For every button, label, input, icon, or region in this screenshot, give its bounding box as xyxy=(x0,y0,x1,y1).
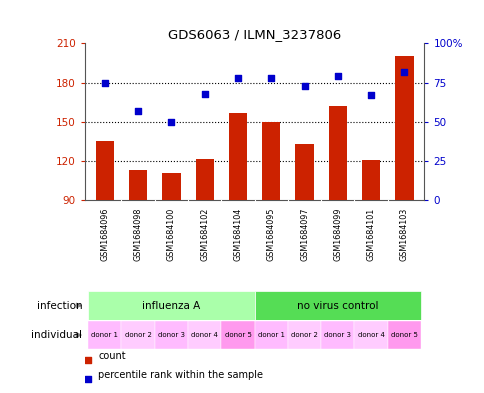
Point xyxy=(84,356,92,363)
Text: GSM1684101: GSM1684101 xyxy=(366,208,375,261)
Text: donor 3: donor 3 xyxy=(324,332,350,338)
Text: GSM1684098: GSM1684098 xyxy=(134,208,142,261)
Text: infection: infection xyxy=(37,301,82,310)
Text: count: count xyxy=(98,351,126,361)
Bar xyxy=(354,321,387,349)
Bar xyxy=(88,321,121,349)
Bar xyxy=(129,170,147,200)
Point xyxy=(366,92,374,98)
Point xyxy=(333,73,341,79)
Point xyxy=(134,108,142,114)
Bar xyxy=(328,106,346,200)
Text: donor 2: donor 2 xyxy=(290,332,318,338)
Bar xyxy=(228,113,247,200)
Text: GSM1684102: GSM1684102 xyxy=(200,208,209,261)
Text: donor 5: donor 5 xyxy=(390,332,417,338)
Text: donor 2: donor 2 xyxy=(124,332,151,338)
Bar xyxy=(162,173,180,200)
Bar xyxy=(394,56,413,200)
Text: donor 4: donor 4 xyxy=(357,332,384,338)
Bar xyxy=(295,144,313,200)
Point xyxy=(300,83,308,89)
Bar xyxy=(154,321,188,349)
Point xyxy=(101,79,108,86)
Bar xyxy=(261,122,280,200)
Point xyxy=(400,68,408,75)
Text: GSM1684100: GSM1684100 xyxy=(166,208,176,261)
Text: no virus control: no virus control xyxy=(297,301,378,310)
Bar xyxy=(287,321,320,349)
Text: individual: individual xyxy=(31,330,82,340)
Point xyxy=(234,75,242,81)
Text: donor 1: donor 1 xyxy=(257,332,284,338)
Bar xyxy=(195,158,213,200)
Bar xyxy=(188,321,221,349)
Bar xyxy=(387,321,420,349)
Text: GSM1684095: GSM1684095 xyxy=(266,208,275,261)
Text: donor 3: donor 3 xyxy=(158,332,184,338)
Point xyxy=(167,119,175,125)
Bar xyxy=(254,321,287,349)
Text: GSM1684099: GSM1684099 xyxy=(333,208,342,261)
Bar xyxy=(121,321,154,349)
Text: donor 1: donor 1 xyxy=(91,332,118,338)
Point xyxy=(84,376,92,382)
Text: GSM1684097: GSM1684097 xyxy=(300,208,308,261)
Bar xyxy=(361,160,379,200)
Bar xyxy=(88,292,254,320)
Text: GSM1684104: GSM1684104 xyxy=(233,208,242,261)
Bar xyxy=(221,321,254,349)
Text: percentile rank within the sample: percentile rank within the sample xyxy=(98,371,263,380)
Text: donor 4: donor 4 xyxy=(191,332,218,338)
Point xyxy=(200,90,208,97)
Text: GSM1684103: GSM1684103 xyxy=(399,208,408,261)
Text: donor 5: donor 5 xyxy=(224,332,251,338)
Bar xyxy=(254,292,420,320)
Text: influenza A: influenza A xyxy=(142,301,200,310)
Bar xyxy=(320,321,354,349)
Point xyxy=(267,75,274,81)
Bar xyxy=(95,141,114,200)
Text: GSM1684096: GSM1684096 xyxy=(100,208,109,261)
Title: GDS6063 / ILMN_3237806: GDS6063 / ILMN_3237806 xyxy=(167,28,341,40)
